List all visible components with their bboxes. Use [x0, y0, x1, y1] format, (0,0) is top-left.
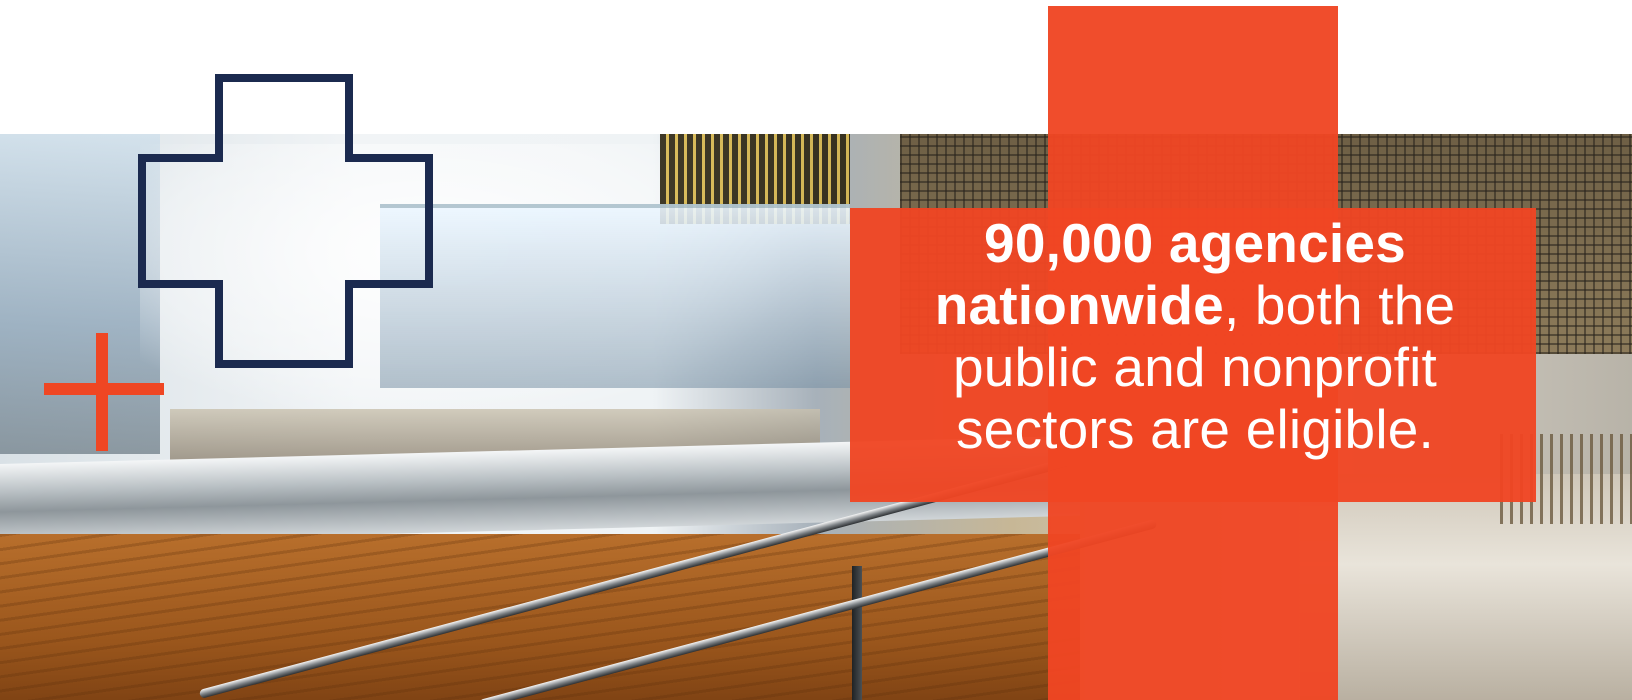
headline-nationwide: nationwide: [934, 274, 1224, 336]
headline-line-3: public and nonprofit: [952, 336, 1438, 398]
headline-line-1: 90,000 agencies: [860, 212, 1530, 274]
orange-plus-icon: [44, 333, 164, 451]
headline-line-2: nationwide, both the: [860, 274, 1530, 336]
orange-cross-horizontal-bar: [850, 208, 1536, 502]
photo-rail-post: [852, 566, 862, 700]
headline-both-the: , both the: [1223, 274, 1456, 336]
navy-outline-cross-icon: [138, 74, 433, 368]
photo-left-window: [0, 134, 160, 454]
photo-wood-panel: [0, 534, 1080, 700]
photo-sneeze-guard: [380, 204, 850, 388]
headline-agency-count: 90,000 agencies: [984, 212, 1406, 274]
headline-text: 90,000 agencies nationwide, both the pub…: [860, 212, 1530, 460]
headline-line-4: sectors are eligible.: [955, 398, 1435, 460]
